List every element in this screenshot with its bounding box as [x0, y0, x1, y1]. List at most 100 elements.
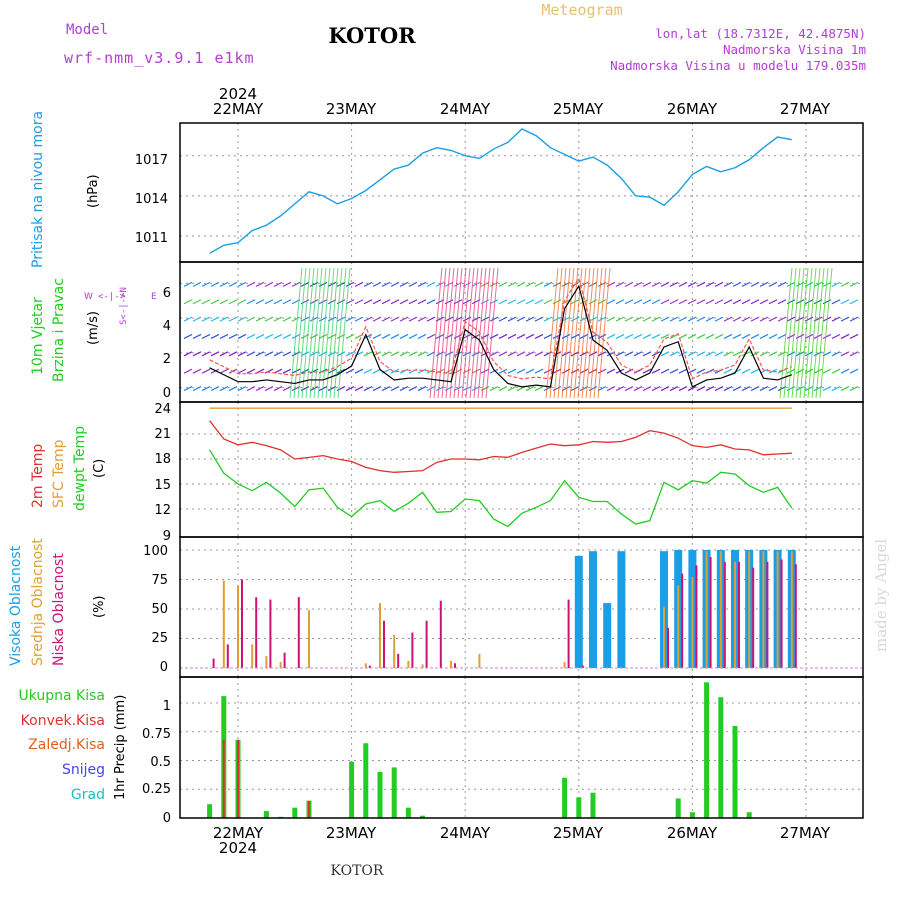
- wind-arrow: [282, 351, 292, 357]
- wind-arrow: [714, 386, 724, 392]
- panel-frame: [179, 401, 864, 538]
- wind-arrow: [669, 386, 679, 392]
- total-precip-bar: [377, 772, 383, 818]
- wind-arrow: [246, 333, 256, 340]
- wind-arrow: [552, 281, 562, 287]
- wind-arrow: [723, 316, 733, 322]
- wind-arrow: [309, 316, 319, 322]
- wind-arrow: [300, 281, 310, 287]
- day-label-top: 26MAY: [667, 100, 718, 118]
- day-label-top: 22MAY: [213, 100, 264, 118]
- precip-tick-label: 1: [163, 699, 171, 714]
- wind-arrow: [570, 333, 580, 340]
- mid-cloud-bar: [407, 660, 410, 668]
- mid-cloud-bar: [364, 663, 367, 668]
- pressure-tick-label: 1017: [135, 153, 168, 168]
- low-cloud-bar: [383, 620, 385, 668]
- wind-arrow: [633, 333, 643, 340]
- wind-gust-line: [209, 276, 793, 380]
- wind-arrow: [336, 368, 346, 374]
- wind-arrow: [255, 333, 265, 340]
- wind-arrow: [237, 351, 247, 357]
- low-cloud-bar: [425, 620, 428, 668]
- pressure-tick-label: 1011: [135, 231, 168, 246]
- wind-arrow: [669, 281, 679, 287]
- low-cloud-bar: [226, 644, 229, 668]
- wind-arrow: [714, 333, 724, 340]
- low-cloud-bar: [667, 627, 669, 668]
- wind-arrow: [354, 316, 364, 322]
- wind-arrow: [516, 299, 526, 305]
- wind-streak: [325, 267, 339, 399]
- wind-arrow: [426, 351, 436, 357]
- wind-arrow: [615, 386, 625, 392]
- wind-streak: [429, 267, 443, 399]
- compass-w: W: [84, 292, 93, 302]
- cloud-tick-label: 75: [151, 573, 168, 588]
- wind-arrow: [534, 368, 544, 374]
- wind-arrow: [714, 299, 724, 305]
- wind-arrow: [183, 368, 193, 374]
- wind-arrow: [768, 316, 778, 322]
- wind-arrow: [489, 386, 499, 392]
- wind-arrow: [822, 333, 832, 340]
- wind-arrow: [291, 281, 301, 287]
- wind-arrow: [534, 333, 544, 340]
- wind-arrow: [228, 386, 238, 392]
- wind-arrow: [849, 333, 859, 340]
- wind-arrow: [237, 386, 247, 392]
- wind-arrow: [525, 299, 535, 305]
- wind-arrow: [426, 333, 436, 340]
- wind-arrow: [633, 351, 643, 357]
- wind-arrow: [462, 351, 472, 357]
- elevation-label: Nadmorska Visina 1m: [723, 42, 866, 57]
- wind-arrow: [390, 368, 400, 374]
- cloud-tick-label: 0: [160, 660, 168, 675]
- wind-arrow: [849, 299, 859, 305]
- mid-cloud-bar: [237, 585, 239, 668]
- total-precip-bar: [263, 811, 269, 818]
- wind-arrow: [345, 281, 355, 287]
- wind-arrow: [390, 299, 400, 305]
- wind-arrow: [651, 333, 661, 340]
- wind-streak: [333, 267, 347, 399]
- wind-streak: [297, 267, 311, 399]
- wind-arrow: [372, 333, 382, 340]
- wind-arrow: [687, 386, 697, 392]
- wind-arrow: [219, 351, 229, 357]
- wind-arrow: [264, 316, 274, 322]
- wind-arrow: [525, 333, 535, 340]
- coords-label: lon,lat (18.7312E, 42.4875N): [655, 26, 866, 41]
- wind-arrow: [660, 333, 670, 340]
- wind-tick-label: 2: [163, 352, 171, 367]
- wind-arrow: [561, 386, 571, 392]
- wind-streak: [573, 267, 587, 399]
- wind-arrow: [543, 281, 553, 287]
- low-cloud-bar: [766, 561, 769, 668]
- wind-arrow: [624, 281, 634, 287]
- wind-arrow: [282, 299, 292, 305]
- mid-cloud-bar: [251, 644, 254, 668]
- wind-arrow: [210, 351, 220, 357]
- wind-streak: [799, 267, 813, 399]
- wind-arrow: [282, 281, 292, 287]
- wind-arrow: [696, 316, 706, 322]
- wind-streak: [561, 267, 575, 399]
- wind-arrow: [363, 351, 373, 357]
- conv-precip-bar: [308, 800, 310, 818]
- wind-arrow: [363, 281, 373, 287]
- wind-arrow: [849, 368, 859, 374]
- wind-arrow: [831, 281, 841, 287]
- wind-arrow: [417, 299, 427, 305]
- wind-arrow: [498, 299, 508, 305]
- wind-arrow: [831, 386, 841, 392]
- wind-arrow: [507, 368, 517, 374]
- wind-arrow: [363, 368, 373, 374]
- wind-arrow: [417, 386, 427, 392]
- wind-arrow: [831, 333, 841, 340]
- total-precip-bar: [704, 682, 710, 818]
- wind-arrow: [282, 368, 292, 374]
- wind-arrow: [399, 333, 409, 340]
- wind-arrow: [192, 281, 202, 287]
- wind-arrow: [444, 299, 454, 305]
